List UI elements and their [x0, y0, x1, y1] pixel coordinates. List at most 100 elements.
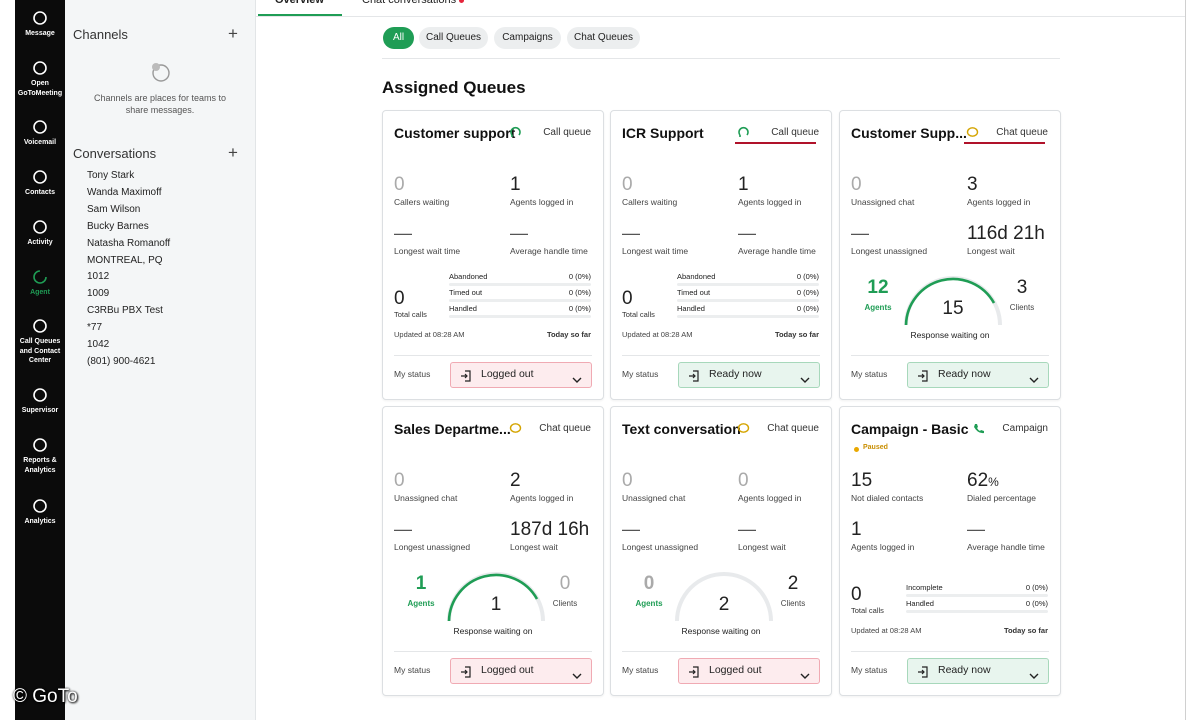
breakdown-label: Abandoned [449, 272, 488, 281]
gauge-caption: Response waiting on [910, 330, 990, 340]
updated-time: Updated at 08:28 AM [851, 626, 922, 635]
conversation-item[interactable]: 1012 [87, 271, 110, 283]
conversation-item[interactable]: 1009 [87, 288, 110, 300]
clients-value: 3 [1016, 277, 1028, 298]
tab[interactable]: Overview [275, 0, 324, 6]
nav-label[interactable]: Analytics [24, 518, 56, 525]
chevron [1029, 667, 1039, 679]
conversation-item[interactable]: *77 [87, 322, 103, 334]
stat-label: Agents logged in [510, 197, 574, 207]
tab[interactable]: Chat conversations [362, 0, 457, 6]
conversation-item[interactable]: Bucky Barnes [87, 220, 149, 232]
status-label: My status [394, 369, 431, 379]
stat-value: 62% [967, 470, 999, 491]
breakdown-value: 0 (0%) [796, 272, 819, 281]
queue-card[interactable]: ICR Support Call queue 0 Callers waiting 1 Ag… [610, 110, 832, 400]
status-dropdown[interactable]: Ready now [907, 362, 1049, 388]
breakdown-bar [449, 299, 591, 302]
nav-label[interactable]: Supervisor [21, 407, 59, 414]
queue-card[interactable]: Text conversation Chat queue 0 Unassigned c… [610, 406, 832, 696]
stat-value: 1 [510, 174, 521, 195]
filter-chip[interactable]: Campaigns [494, 27, 561, 49]
stat-label: Longest wait time [394, 246, 461, 256]
nav-label[interactable]: Open GoToMeeting [17, 80, 63, 97]
conversation-item[interactable]: (801) 900-4621 [87, 355, 156, 367]
status-dropdown[interactable]: Ready now [678, 362, 820, 388]
status-dropdown[interactable]: Logged out [450, 362, 592, 388]
queue-card[interactable]: Customer support Call queue 0 Callers waiti… [382, 110, 604, 400]
stat-value: 116d 21h [967, 223, 1045, 244]
add-button[interactable]: + [228, 24, 238, 43]
stat-value: 187d 16h [510, 519, 590, 540]
highlight-underline [735, 142, 816, 144]
status-dropdown[interactable]: Logged out [450, 658, 592, 684]
conversation-item[interactable]: 1042 [87, 339, 110, 350]
stat-label: Agents logged in [738, 493, 802, 503]
status-icon [460, 665, 472, 678]
gauge [669, 563, 779, 623]
stat-value: — [510, 223, 528, 243]
nav-icon [32, 119, 48, 135]
nav-label[interactable]: Voicemail [23, 139, 57, 146]
breakdown-bar [449, 315, 591, 318]
nav-label[interactable]: Reports & Analytics [23, 457, 57, 474]
filter-chip[interactable]: Call Queues [419, 27, 488, 49]
stat-label: Longest wait [967, 246, 1015, 256]
tab-badge [459, 0, 464, 3]
breakdown-label: Timed out [449, 288, 483, 297]
nav-label[interactable]: Contacts [25, 189, 55, 196]
tag-icon [737, 126, 750, 139]
queue-type: Campaign [1002, 423, 1048, 434]
status-icon [688, 369, 700, 382]
stat-label: Not dialed contacts [851, 493, 924, 503]
conversation-item[interactable]: MONTREAL, PQ [87, 254, 163, 266]
agents-label: Agents [635, 599, 663, 608]
chevron [800, 667, 810, 679]
divider [394, 651, 592, 652]
breakdown-label: Handled [677, 304, 705, 313]
section-title: Conversations [73, 146, 157, 161]
status-value: Logged out [709, 664, 762, 676]
queue-card[interactable]: Customer Supp... Chat queue 0 Unassigned ch… [839, 110, 1061, 400]
breakdown-bar [677, 299, 819, 302]
queue-card[interactable]: Campaign - Basic Campaign Paused 15 Not dial… [839, 406, 1061, 696]
queue-card[interactable]: Sales Departme... Chat queue 0 Unassigned c… [382, 406, 604, 696]
nav-icon [32, 269, 48, 285]
total-calls-value: 0 [851, 584, 862, 605]
status-dropdown[interactable]: Logged out [678, 658, 820, 684]
stat-value: — [622, 519, 640, 539]
nav-icon [32, 169, 48, 185]
conversation-item[interactable]: Wanda Maximoff [87, 186, 162, 198]
nav-label[interactable]: Agent [30, 289, 50, 296]
clients-value: 2 [787, 573, 799, 594]
nav-label[interactable]: Activity [27, 239, 53, 246]
stat-label: Agents logged in [738, 197, 802, 207]
stat-label: Average handle time [967, 542, 1045, 552]
filter-chip[interactable]: Chat Queues [567, 27, 640, 49]
card-title: Sales Departme... [394, 421, 511, 437]
nav-label[interactable]: Call Queues and Contact Center [19, 338, 61, 364]
agents-label: Agents [407, 599, 435, 608]
conversation-item[interactable]: C3RBu PBX Test [87, 305, 163, 317]
agents-label: Agents [864, 303, 892, 312]
status-dropdown[interactable]: Ready now [907, 658, 1049, 684]
agents-value: 1 [415, 573, 427, 594]
add-button[interactable]: + [228, 143, 238, 162]
divider [622, 651, 820, 652]
status-label: My status [622, 665, 659, 675]
conversation-item[interactable]: Tony Stark [87, 170, 135, 181]
nav-icon [32, 498, 48, 514]
breakdown-value: 0 (0%) [568, 304, 591, 313]
waiting-value: 2 [718, 594, 730, 615]
stat-label: Longest wait [738, 542, 786, 552]
period: Today so far [774, 330, 819, 339]
stat-label: Unassigned chat [394, 493, 458, 503]
conversation-item[interactable]: Sam Wilson [87, 203, 141, 215]
divider [622, 355, 820, 356]
stat-value: 1 [851, 519, 862, 540]
conversation-item[interactable]: Natasha Romanoff [87, 237, 171, 249]
filter-chip[interactable]: All [383, 27, 414, 49]
nav-label[interactable]: Message [25, 30, 55, 37]
gauge-caption: Response waiting on [453, 626, 533, 636]
clients-label: Clients [1009, 303, 1035, 312]
